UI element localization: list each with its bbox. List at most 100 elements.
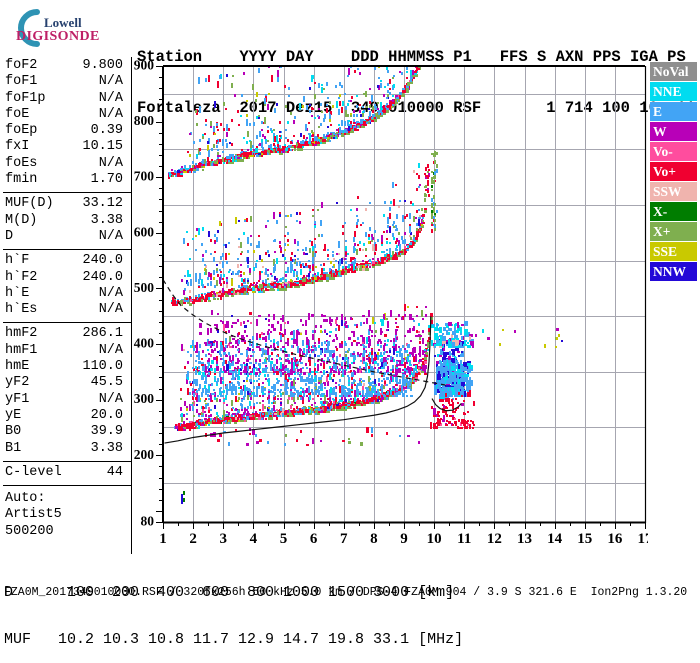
- ionogram-plot-canvas: [132, 55, 648, 555]
- param-label: foF1: [5, 74, 38, 90]
- legend-item-vo: Vo+: [650, 162, 697, 181]
- param-value: 110.0: [82, 359, 123, 375]
- legend-item-vo: Vo-: [650, 142, 697, 161]
- muf-row: MUF 10.2 10.3 10.8 11.7 12.9 14.7 19.8 3…: [4, 630, 464, 648]
- param-row: MUF(D) 33.12: [3, 196, 131, 212]
- param-value: 3.38: [90, 440, 123, 456]
- param-row: yE 20.0: [3, 408, 131, 424]
- param-row: foF2 9.800: [3, 58, 131, 74]
- panel-chart-divider: [131, 57, 132, 554]
- legend-label: Vo-: [653, 144, 673, 159]
- param-group: C-level 44: [3, 465, 131, 487]
- legend-label: NNW: [653, 264, 686, 279]
- legend-item-nnw: NNW: [650, 262, 697, 281]
- param-label: D: [5, 228, 14, 244]
- param-row: D N/A: [3, 229, 131, 245]
- logo-digisonde-text: DIGISONDE: [16, 29, 100, 44]
- param-value: 0.39: [90, 123, 123, 139]
- param-row: foEp 0.39: [3, 123, 131, 139]
- param-value: 9.800: [82, 58, 123, 73]
- param-label: h`F: [5, 253, 30, 269]
- param-label: B0: [5, 424, 22, 440]
- param-value: N/A: [98, 155, 123, 171]
- param-row: foE N/A: [3, 107, 131, 123]
- legend-item-x: X+: [650, 222, 697, 241]
- param-value: 3.38: [90, 212, 123, 228]
- param-row: foF1p N/A: [3, 91, 131, 107]
- param-row: B1 3.38: [3, 441, 131, 457]
- digisonde-ionogram-screen: { "logo": { "line1": "Lowell", "line2": …: [3, 4, 697, 647]
- param-row: yF1 N/A: [3, 392, 131, 408]
- logo-lowell-text: Lowell: [44, 15, 82, 30]
- param-row: h`F 240.0: [3, 253, 131, 269]
- param-row: fxI 10.15: [3, 139, 131, 155]
- param-label: hmF2: [5, 326, 38, 342]
- param-label: yF2: [5, 375, 30, 391]
- param-label: B1: [5, 440, 22, 456]
- param-row: C-level 44: [3, 465, 131, 481]
- param-value: 39.9: [90, 424, 123, 440]
- param-label: fxI: [5, 139, 30, 155]
- legend-item-ssw: SSW: [650, 182, 697, 201]
- param-group: MUF(D) 33.12 M(D) 3.38 D N/A: [3, 196, 131, 251]
- param-row: hmE 110.0: [3, 359, 131, 375]
- param-label: h`E: [5, 285, 30, 301]
- param-value: 44: [106, 464, 123, 480]
- param-value: 33.12: [82, 196, 123, 212]
- legend-item-x: X-: [650, 202, 697, 221]
- param-label: yF1: [5, 391, 30, 407]
- param-value: N/A: [98, 285, 123, 301]
- legend-item-e: E: [650, 102, 697, 121]
- param-row: h`F2 240.0: [3, 270, 131, 286]
- legend-label: SSE: [653, 244, 678, 259]
- param-label: foE: [5, 106, 30, 122]
- param-value: N/A: [98, 391, 123, 407]
- scaled-parameters-panel: foF2 9.800 foF1 N/A foF1p N/A foE N/A foEp 0.39 fx…: [3, 58, 131, 540]
- param-label: foEp: [5, 123, 38, 139]
- param-row: yF2 45.5: [3, 375, 131, 391]
- legend-label: SSW: [653, 184, 682, 199]
- param-row: foF1 N/A: [3, 74, 131, 90]
- param-value: N/A: [98, 106, 123, 122]
- echo-direction-legend: NoVal NNE E W Vo- Vo+ SSW X- X+ SSE NNW: [650, 62, 697, 282]
- legend-label: X-: [653, 204, 668, 219]
- legend-item-nne: NNE: [650, 82, 697, 101]
- param-row: M(D) 3.38: [3, 213, 131, 229]
- param-group: hmF2 286.1 hmF1 N/A hmE 110.0 yF2 45.5 yF1 N/A yE 2…: [3, 326, 131, 462]
- param-row: h`Es N/A: [3, 302, 131, 318]
- autoscaling-info-line: Auto:: [5, 491, 46, 507]
- param-label: M(D): [5, 212, 38, 228]
- autoscaling-info-line: Artist5: [5, 507, 62, 523]
- param-value: 45.5: [90, 375, 123, 391]
- param-group: h`F 240.0 h`F2 240.0 h`E N/A h`Es N/A: [3, 253, 131, 324]
- legend-label: NoVal: [653, 64, 689, 79]
- param-value: N/A: [98, 228, 123, 244]
- param-label: hmF1: [5, 342, 38, 358]
- file-info-line: FZA0M_2017349010000.RSF / 320fx256h 50 k…: [4, 586, 688, 599]
- param-row: hmF1 N/A: [3, 343, 131, 359]
- legend-label: W: [653, 124, 667, 139]
- param-group: foF2 9.800 foF1 N/A foF1p N/A foE N/A foEp 0.39 fx…: [3, 58, 131, 194]
- autoscaling-info: Auto: Artist5 500200: [3, 489, 131, 540]
- param-value: 240.0: [82, 269, 123, 285]
- param-value: 20.0: [90, 407, 123, 423]
- param-row: fmin 1.70: [3, 172, 131, 188]
- legend-label: Vo+: [653, 164, 676, 179]
- param-row: foEs N/A: [3, 156, 131, 172]
- param-value: N/A: [98, 90, 123, 106]
- param-label: foF2: [5, 58, 38, 73]
- param-value: N/A: [98, 342, 123, 358]
- param-label: hmE: [5, 359, 30, 375]
- param-label: fmin: [5, 172, 38, 188]
- distance-row: D 100 200 400 600 800 1000 1500 3000 [km…: [4, 584, 455, 601]
- param-value: 286.1: [82, 326, 123, 342]
- lowell-digisonde-logo: Lowell DIGISONDE: [6, 4, 126, 52]
- param-value: 1.70: [90, 172, 123, 188]
- legend-label: E: [653, 104, 663, 119]
- param-value: N/A: [98, 74, 123, 90]
- autoscaling-info-line: 500200: [5, 523, 54, 539]
- param-row: h`E N/A: [3, 286, 131, 302]
- legend-item-sse: SSE: [650, 242, 697, 261]
- param-label: yE: [5, 407, 22, 423]
- param-row: B0 39.9: [3, 424, 131, 440]
